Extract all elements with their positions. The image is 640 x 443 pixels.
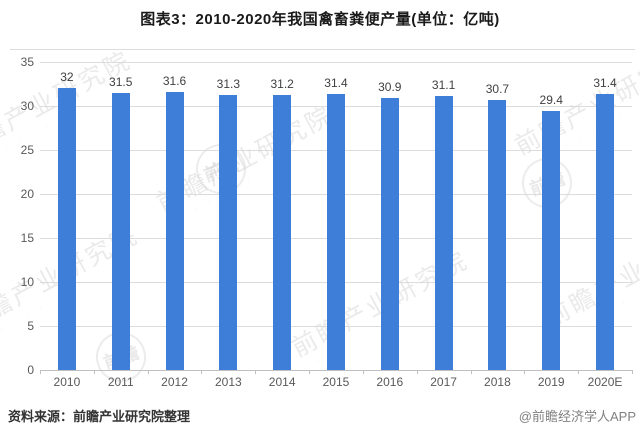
bar-slot: 31.2: [255, 50, 309, 370]
x-axis-tick: [147, 370, 149, 374]
x-tick-label: 2016: [376, 375, 404, 389]
bar-value-label: 31.1: [431, 78, 456, 93]
x-axis-tick: [201, 370, 203, 374]
bar: [57, 88, 76, 370]
x-tick-label: 2015: [322, 375, 350, 389]
y-tick-label: 0: [27, 363, 34, 377]
x-axis-tick: [93, 370, 95, 374]
x-axis-tick: [416, 370, 418, 374]
bar-value-label: 31.4: [593, 75, 617, 90]
bar-slot: 30.9: [363, 50, 417, 370]
plot-area: 32 31.5 31.6 31.3 31.2 31.4 30.9 31.1 30.7 29.4 31…: [40, 50, 632, 371]
x-axis-tick: [578, 370, 580, 374]
bar-value-label: 31.2: [270, 77, 294, 92]
bar-value-label: 31.3: [216, 76, 241, 91]
bar-slot: 29.4: [524, 50, 578, 370]
x-tick-label: 2012: [161, 375, 188, 389]
x-axis-tick: [255, 370, 257, 374]
y-tick-label: 5: [27, 319, 34, 333]
x-axis-tick: [524, 370, 526, 374]
plot-top-border: [10, 49, 635, 50]
x-tick-label: 2020E: [587, 375, 623, 389]
source-text: 资料来源：前瞻产业研究院整理: [8, 409, 191, 424]
x-axis-tick: [362, 370, 364, 374]
x-axis-tick: [40, 370, 41, 374]
bar-slot: 30.7: [471, 50, 525, 370]
y-tick-label: 10: [20, 275, 34, 289]
bar: [542, 111, 561, 370]
bar-value-label: 30.7: [485, 81, 510, 96]
x-tick-label: 2017: [430, 375, 457, 389]
bar: [165, 91, 184, 370]
bar: [219, 94, 238, 370]
bar: [111, 92, 130, 370]
bar-value-label: 31.5: [109, 74, 133, 89]
gridline: [40, 62, 632, 63]
bar-slot: 31.4: [309, 50, 363, 370]
bar: [488, 99, 507, 370]
x-axis-tick: [632, 370, 633, 374]
x-tick-label: 2013: [214, 375, 242, 389]
x-tick-label: 2018: [484, 375, 511, 389]
bar-value-label: 32: [60, 70, 74, 85]
bar: [380, 98, 399, 370]
y-tick-label: 30: [20, 99, 34, 113]
bar-slot: 31.1: [417, 50, 471, 370]
bar-slot: 31.3: [201, 50, 255, 370]
bar: [434, 96, 453, 370]
y-tick-label: 15: [20, 231, 34, 245]
bar: [596, 93, 615, 370]
x-axis-tick: [470, 370, 472, 374]
bar-series: 32 31.5 31.6 31.3 31.2 31.4 30.9 31.1 30.7 29.4 31…: [40, 50, 632, 370]
bar-value-label: 30.9: [378, 80, 402, 95]
y-tick-label: 25: [20, 143, 34, 157]
x-tick-label: 2019: [537, 375, 565, 389]
x-tick-label: 2014: [268, 375, 296, 389]
bar-value-label: 31.4: [324, 75, 348, 90]
chart-title: 图表3：2010-2020年我国禽畜粪便产量(单位：亿吨): [140, 11, 500, 28]
bar: [326, 93, 345, 370]
y-tick-label: 35: [20, 55, 34, 69]
x-tick-label: 2010: [53, 375, 81, 389]
footer: 资料来源：前瞻产业研究院整理 @前瞻经济学人APP: [8, 406, 636, 425]
x-tick-label: 2011: [107, 375, 134, 389]
credit-text: @前瞻经济学人APP: [518, 409, 636, 424]
bar-slot: 31.4: [578, 50, 632, 370]
y-tick-label: 20: [20, 187, 34, 201]
bar-slot: 31.6: [148, 50, 202, 370]
bar-value-label: 31.6: [162, 73, 187, 88]
bar-slot: 31.5: [94, 50, 148, 370]
x-axis-labels: 2010 2011 2012 2013 2014 2015 2016 2017 2018 2019…: [40, 375, 632, 389]
bar: [273, 95, 292, 370]
bar-slot: 32: [40, 50, 94, 370]
x-axis-tick: [309, 370, 311, 374]
bar-value-label: 29.4: [539, 93, 563, 108]
